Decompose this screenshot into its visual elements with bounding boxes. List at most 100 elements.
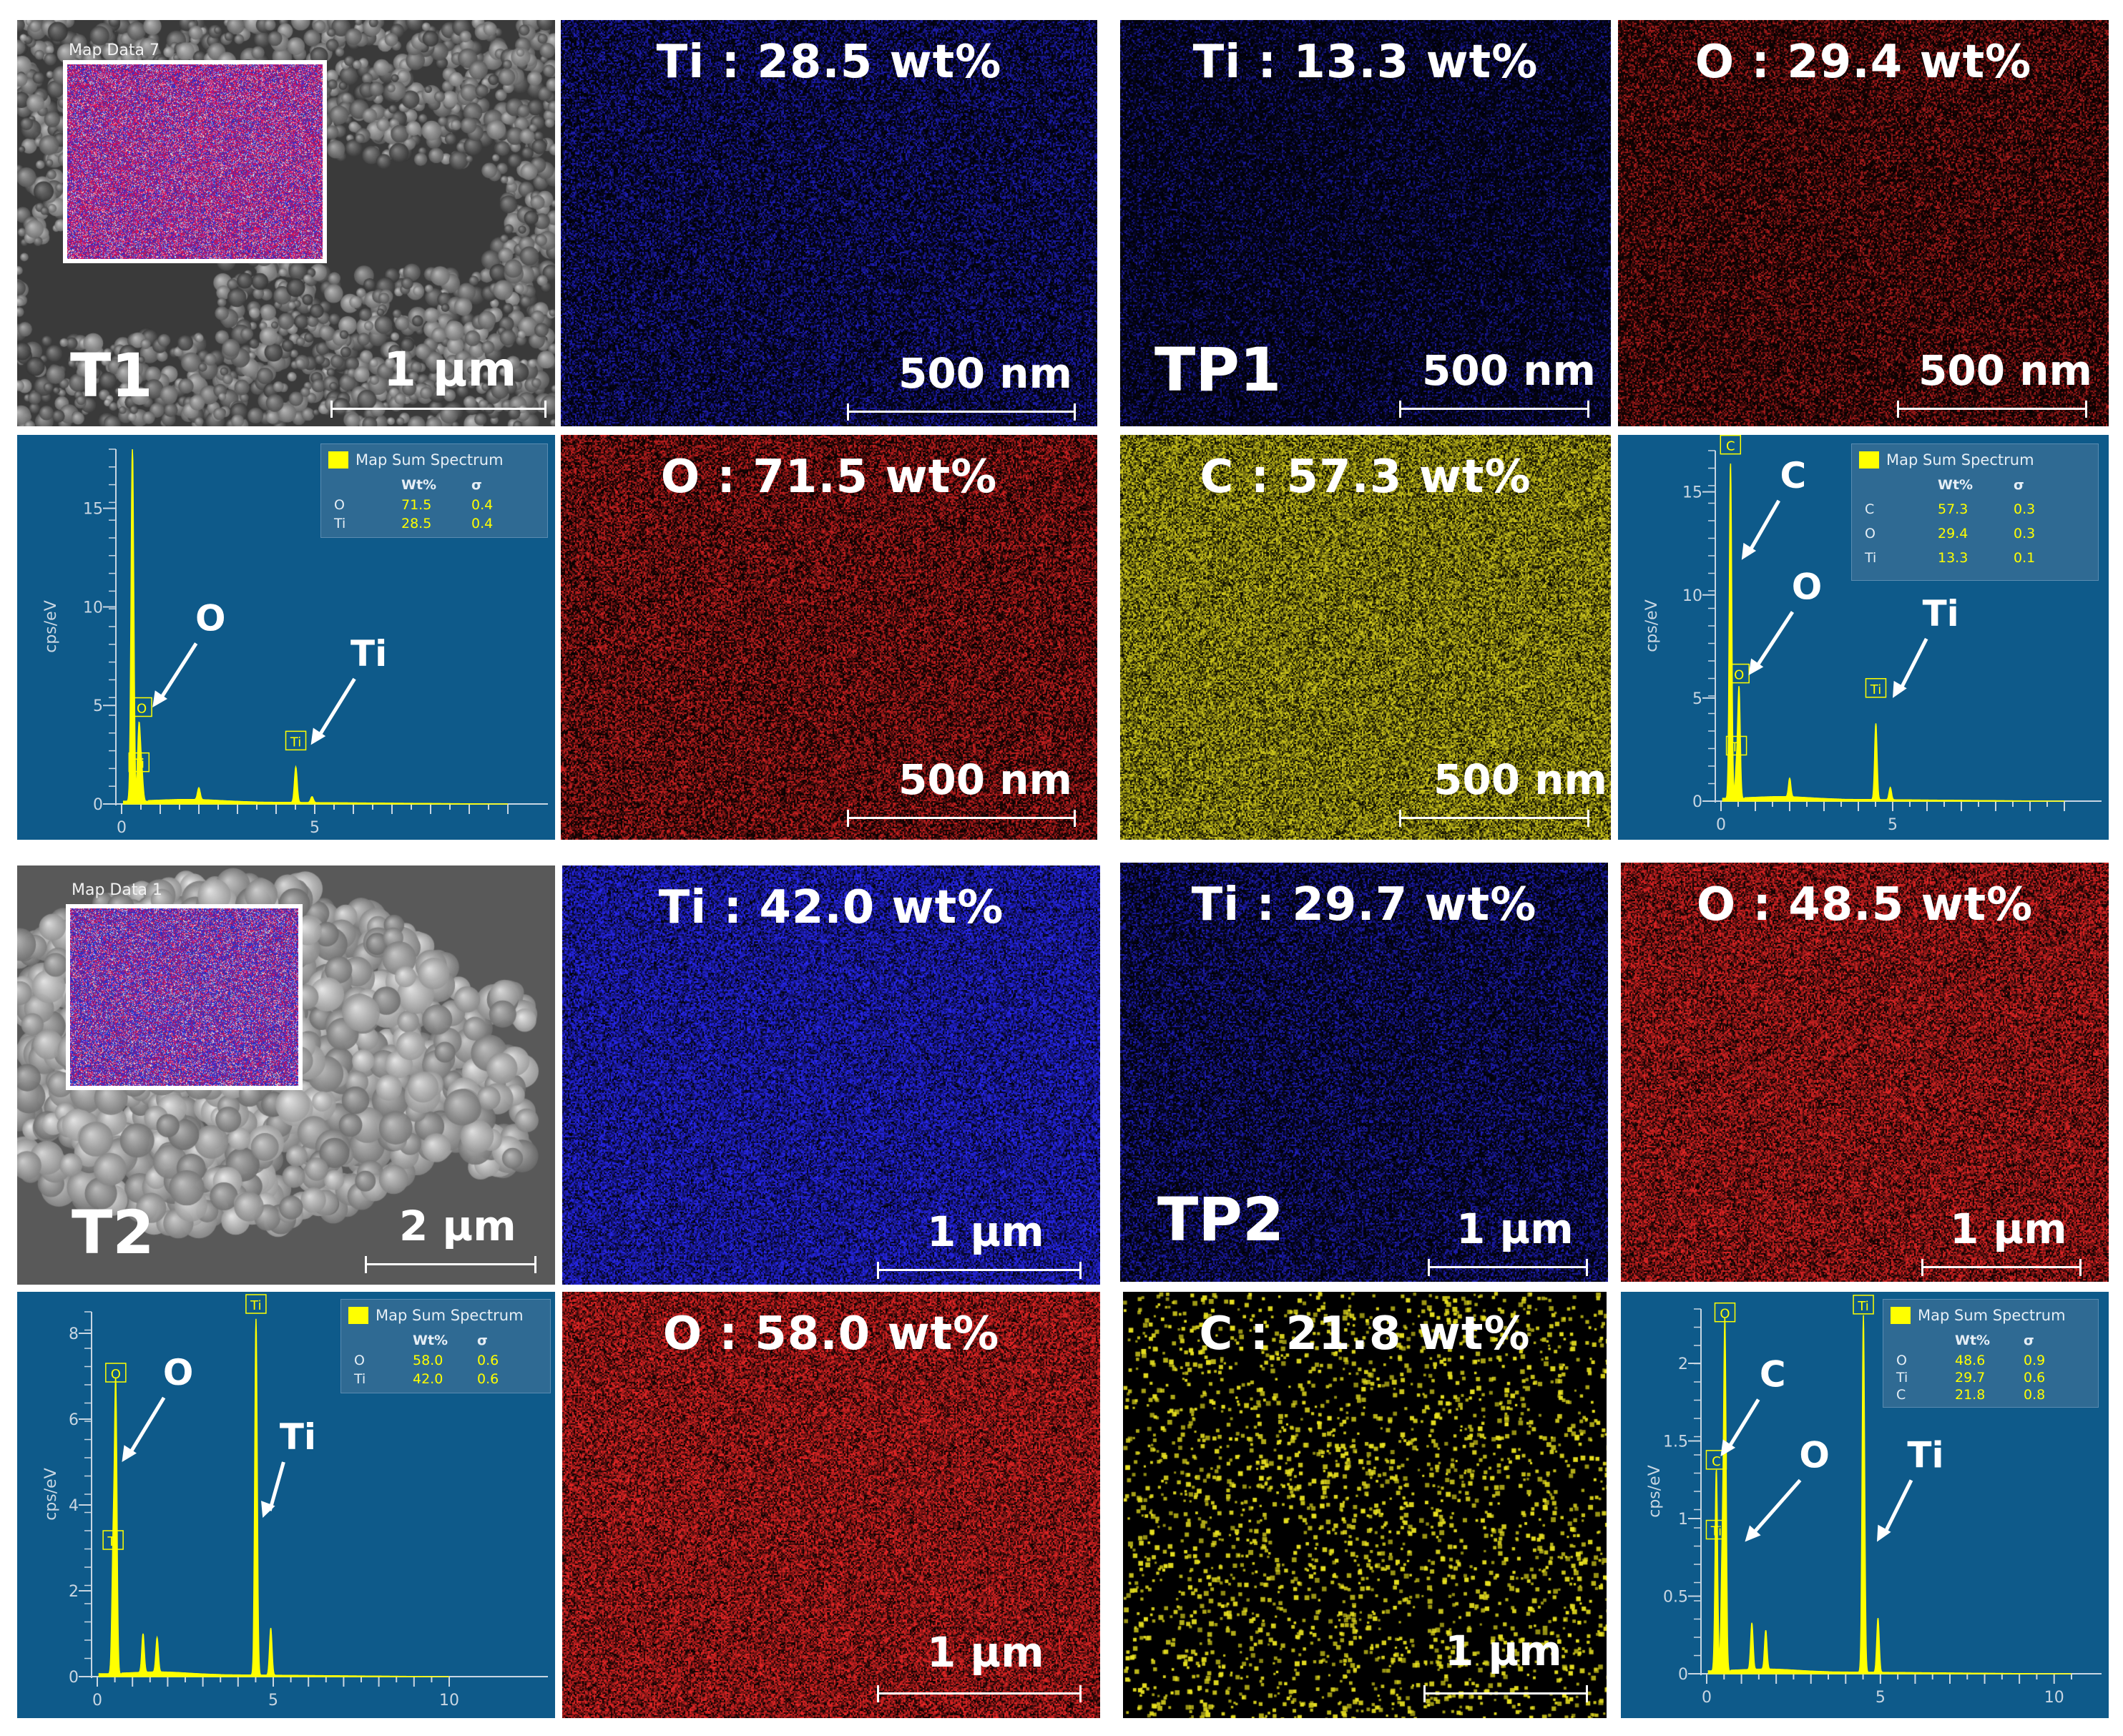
scale-bar: 500 nm	[1399, 346, 1607, 418]
scale-bar-label: 500 nm	[1433, 755, 1607, 804]
legend-row: O 58.0 0.6	[354, 1353, 499, 1368]
y-tick-label: 5	[1692, 690, 1702, 708]
peak-label-box	[105, 1363, 127, 1383]
peak-label-box	[102, 1530, 124, 1550]
y-tick-label: 2	[1678, 1355, 1688, 1373]
scale-bar: 1 µm	[1423, 1627, 1602, 1705]
scale-bar-line	[1423, 1685, 1588, 1702]
y-axis-label: cps/eV	[1646, 1465, 1664, 1518]
y-tick-label: 10	[83, 599, 103, 617]
sample-label: TP2	[1157, 1185, 1285, 1255]
peak-label-text: Ti	[290, 735, 301, 750]
y-tick-label: 0	[93, 796, 103, 814]
y-tick-label: 5	[93, 697, 103, 715]
peak-label-box	[1865, 678, 1887, 698]
annotation-label: C	[1780, 455, 1806, 496]
y-tick-label: 1	[1678, 1511, 1688, 1529]
elemental-map	[562, 865, 1100, 1285]
scale-bar: 500 nm	[1897, 346, 2104, 418]
scale-bar-line	[1428, 1259, 1588, 1276]
legend-swatch	[348, 1307, 368, 1324]
peak-label-box	[1705, 1450, 1727, 1470]
peak-label: Ti	[285, 730, 307, 751]
y-tick-label: 0	[1678, 1666, 1688, 1684]
annotation-label: Ti	[350, 633, 387, 675]
scale-bar-label: 500 nm	[1918, 346, 2092, 395]
legend-row: O 29.4 0.3	[1865, 526, 2036, 541]
sample-label: TP1	[1154, 335, 1282, 405]
peak-label: Ti	[1865, 678, 1887, 698]
annotation-label: O	[163, 1352, 194, 1393]
scale-bar-label: 1 µm	[1445, 1627, 1562, 1675]
legend-header-sigma: σ	[471, 477, 482, 493]
peak-label: Ti	[1853, 1295, 1874, 1315]
peak-label-text: Ti	[1710, 1524, 1722, 1539]
scale-bar-line	[1897, 401, 2087, 418]
legend-header-wt: Wt%	[1955, 1333, 1991, 1348]
peak-label: Ti	[102, 1530, 124, 1550]
annotation-arrow	[1750, 1478, 1802, 1536]
annotation-arrowhead	[122, 1445, 137, 1462]
elemental-map	[1120, 435, 1611, 840]
annotation-arrowhead	[152, 690, 167, 707]
scale-bar-label: 2 µm	[399, 1202, 516, 1250]
legend-title: Map Sum Spectrum	[1886, 451, 2034, 469]
peak-label-box	[285, 730, 307, 751]
peak-label-box	[131, 697, 152, 717]
legend-header-wt: Wt%	[1938, 477, 1974, 493]
scale-bar-line	[1921, 1259, 2082, 1276]
y-tick-label: 0	[1692, 793, 1702, 811]
annotation-label: Ti	[1923, 593, 1959, 634]
scale-bar-line	[365, 1256, 536, 1273]
legend-row: O 71.5 0.4	[334, 497, 494, 513]
annotation-arrowhead	[310, 727, 326, 745]
peak-label-box	[1714, 1302, 1736, 1323]
scale-bar: 1 µm	[877, 1207, 1092, 1279]
spectrum-legend: Map Sum Spectrum Wt% σ C 57.3 0.3 O 29.4…	[1851, 443, 2099, 581]
elemental-map	[1120, 20, 1611, 426]
peak-label-text: Ti	[250, 1298, 261, 1313]
elemental-map	[562, 1292, 1100, 1718]
x-tick-label: 0	[1716, 816, 1726, 834]
legend-row: C 21.8 0.8	[1896, 1387, 2046, 1403]
peak-label-text: Ti	[133, 757, 144, 772]
tp1-o-map: O : 29.4 wt% 500 nm	[1618, 20, 2109, 426]
annotation-arrow	[1882, 1479, 1913, 1536]
mapped-region-inset	[66, 904, 303, 1090]
sample-label: T2	[72, 1197, 155, 1267]
t1-sem-image: Map Data 7 T1 1 µm	[17, 20, 555, 426]
inset-label: Map Data 7	[69, 41, 160, 59]
peak-label-text: C	[1712, 1454, 1721, 1469]
elemental-map	[1120, 863, 1608, 1282]
overlay-map	[70, 908, 298, 1086]
annotation-label: O	[195, 598, 226, 639]
tp2-o-map: O : 48.5 wt% 1 µm	[1621, 863, 2109, 1282]
spectrum-legend: Map Sum Spectrum Wt% σ O 58.0 0.6 Ti 42.…	[340, 1299, 551, 1393]
peak-label-text: Ti	[1870, 682, 1881, 697]
scale-bar-line	[877, 1685, 1082, 1702]
x-tick-label: 5	[1888, 816, 1898, 834]
peak-label-text: O	[137, 702, 147, 717]
elemental-map	[561, 20, 1097, 426]
x-tick-label: 10	[2044, 1689, 2064, 1707]
peak-label-box	[128, 752, 150, 773]
annotation-arrow	[268, 1461, 285, 1511]
sample-label: T1	[70, 340, 153, 411]
legend-row: Ti 13.3 0.1	[1865, 550, 2036, 566]
annotation-label: O	[1799, 1434, 1830, 1476]
t2-eds-spectrum: 0 5 10 0 2 4 6 8 cps/eV O Ti Ti O Ti Map Sum Spectrum…	[17, 1292, 555, 1718]
scale-bar-line	[877, 1262, 1082, 1279]
annotation-arrow	[127, 1396, 166, 1456]
scale-bar-label: 500 nm	[898, 349, 1072, 398]
tp2-c-map: C : 21.8 wt% 1 µm	[1123, 1292, 1607, 1718]
scale-bar: 1 µm	[1428, 1205, 1607, 1276]
scale-bar: 2 µm	[361, 1202, 546, 1273]
scale-bar: 500 nm	[847, 349, 1090, 421]
peak-label-text: Ti	[107, 1534, 118, 1549]
scale-bar: 1 µm	[877, 1628, 1092, 1707]
peak-label-text: O	[1734, 668, 1744, 683]
spectrum-legend: Map Sum Spectrum Wt% σ O 71.5 0.4 Ti 28.…	[320, 443, 548, 538]
peak-label-box	[1853, 1295, 1874, 1315]
elemental-map	[1123, 1292, 1607, 1718]
scale-bar-label: 500 nm	[1422, 346, 1596, 395]
